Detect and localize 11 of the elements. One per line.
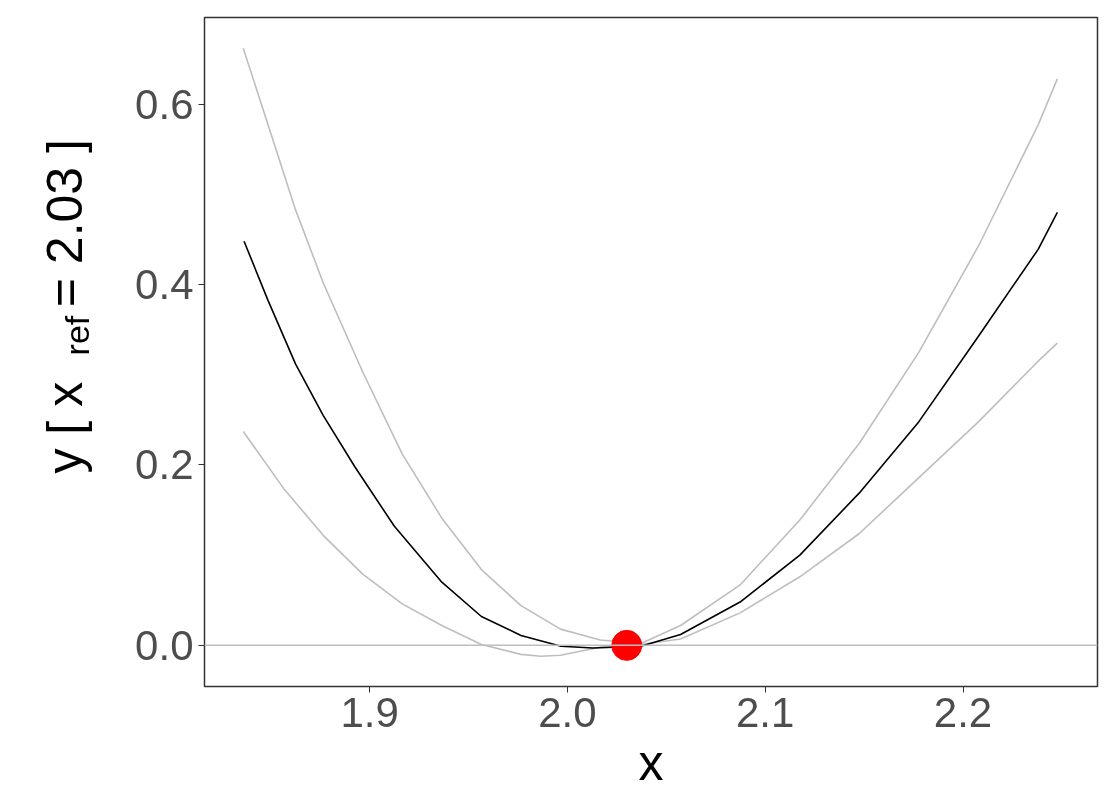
x-tick-label: 1.9	[340, 688, 399, 736]
y-tick-label: 0.0	[135, 621, 194, 669]
x-axis-title: x	[638, 734, 664, 791]
x-tick-label: 2.1	[736, 688, 795, 736]
x-tick-label: 2.0	[538, 688, 597, 736]
y-tick-label: 0.2	[135, 441, 194, 489]
y-axis-title: y [ xref = 2.03 ]	[36, 139, 96, 474]
y-tick-label: 0.6	[135, 80, 194, 128]
y-tick-label: 0.4	[135, 261, 194, 309]
line-series	[243, 211, 1059, 649]
x-tick-label: 2.2	[933, 688, 993, 736]
